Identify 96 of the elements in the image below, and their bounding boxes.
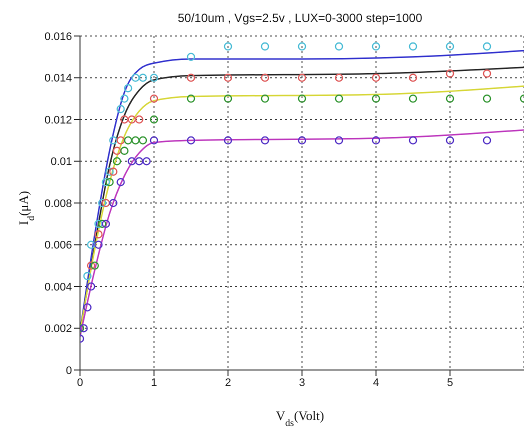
point — [90, 261, 99, 270]
point — [260, 94, 270, 103]
x-axis-title: V$_{ds}$(Volt) — [276, 408, 324, 428]
point — [408, 94, 418, 103]
point — [83, 303, 92, 312]
point — [334, 74, 344, 82]
point — [102, 220, 110, 228]
point — [408, 136, 418, 145]
point — [482, 42, 492, 51]
point — [112, 146, 122, 155]
point — [372, 74, 380, 82]
point — [150, 74, 158, 82]
point — [408, 42, 418, 51]
y-tick-label: 0.002 — [44, 323, 72, 336]
point — [372, 136, 380, 145]
point — [446, 94, 454, 103]
point — [124, 84, 132, 92]
point — [446, 136, 454, 145]
point — [131, 74, 140, 82]
point — [260, 74, 270, 82]
point — [105, 178, 114, 186]
x-tick-label: 5 — [446, 376, 454, 389]
point — [482, 94, 492, 103]
y-tick-label: 0.008 — [44, 198, 72, 210]
point — [224, 74, 232, 82]
point — [86, 282, 96, 291]
point — [224, 94, 232, 103]
x-tick-label: 2 — [224, 376, 232, 389]
y-tick-label: 0.006 — [44, 240, 72, 252]
point — [150, 115, 158, 124]
point — [298, 42, 306, 51]
point — [446, 69, 454, 78]
point — [98, 220, 106, 228]
point — [105, 168, 114, 176]
point — [150, 136, 158, 145]
point — [116, 178, 125, 186]
point — [186, 94, 196, 103]
point — [112, 157, 122, 166]
point — [83, 272, 92, 280]
point — [131, 136, 140, 145]
x-tick-label: 4 — [372, 376, 380, 389]
point — [224, 136, 232, 145]
point — [138, 74, 148, 82]
point — [109, 136, 118, 145]
point — [86, 240, 96, 249]
y-tick-label: 0.01 — [50, 156, 72, 168]
point — [109, 198, 118, 208]
point — [128, 115, 136, 124]
point — [128, 157, 136, 166]
point — [94, 230, 103, 238]
point — [120, 115, 129, 124]
point — [186, 136, 196, 145]
point — [138, 136, 148, 145]
point — [372, 94, 380, 103]
point — [80, 324, 88, 332]
y-tick-label: 0.016 — [44, 30, 72, 43]
y-tick-label: 0 — [66, 364, 72, 377]
point — [116, 104, 125, 114]
point — [334, 94, 344, 103]
point — [120, 146, 129, 155]
x-tick-label: 3 — [298, 376, 306, 389]
x-tick-label: 0 — [76, 376, 84, 389]
point — [298, 94, 306, 103]
y-tick-label: 0.014 — [44, 72, 72, 85]
point — [142, 157, 151, 166]
point — [109, 168, 118, 176]
point — [260, 136, 270, 145]
point — [224, 42, 232, 51]
point — [135, 157, 144, 166]
point — [298, 136, 306, 145]
point — [334, 42, 344, 51]
y-tick-label: 0.012 — [44, 114, 72, 126]
point — [482, 69, 492, 78]
point — [408, 74, 418, 82]
y-tick-label: 0.004 — [44, 281, 72, 294]
point — [94, 240, 103, 249]
point — [135, 115, 144, 124]
point — [298, 74, 306, 82]
point — [150, 94, 158, 103]
point — [102, 198, 110, 208]
point — [98, 198, 106, 208]
point — [94, 220, 103, 228]
point — [102, 178, 110, 186]
point — [334, 136, 344, 145]
point — [260, 42, 270, 51]
point — [124, 136, 132, 145]
point — [186, 74, 196, 82]
point — [86, 261, 96, 270]
point — [446, 42, 454, 51]
point — [482, 136, 492, 145]
point — [116, 136, 125, 145]
point — [120, 94, 129, 103]
chart-title: 50/10um , Vgs=2.5v , LUX=0-3000 step=1000 — [178, 11, 423, 25]
x-tick-label: 1 — [150, 376, 158, 389]
point — [372, 42, 380, 51]
point — [186, 52, 196, 62]
